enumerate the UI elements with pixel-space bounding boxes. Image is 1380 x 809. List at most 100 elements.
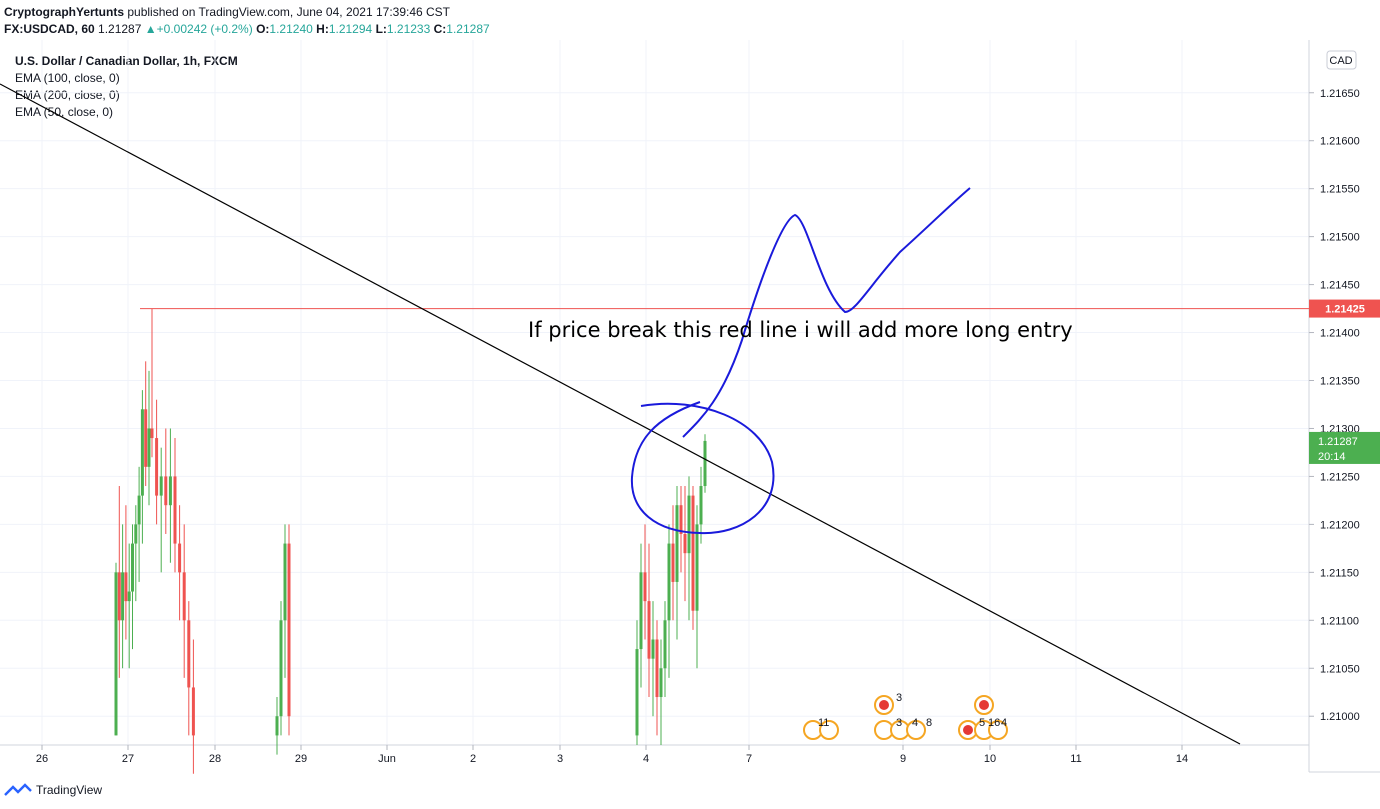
bar-countdown: 20:14 [1318,451,1346,463]
price-chart[interactable]: 1.21000 1.21050 1.21100 1.21150 1.21200 1.212… [0,0,1380,780]
candle-body [683,533,687,554]
last-value: 1.21287 [98,22,142,36]
candle-body [114,572,118,736]
event-markers[interactable]: 11 3 3 4 8 5 16 4 [803,692,1008,740]
x-tick-label: 14 [1176,753,1188,765]
event-count: 16 [988,717,1000,729]
resistance-price-tag [1309,299,1380,318]
projection-drawing[interactable] [682,187,971,438]
event-count: 4 [912,717,918,729]
y-tick-label: 1.21400 [1320,328,1360,340]
us-flag-icon[interactable] [988,720,1008,740]
candle-body [191,687,195,736]
event-count: 8 [926,717,932,729]
symbol-label: FX:USDCAD, 60 [4,22,95,36]
y-tick-label: 1.21100 [1320,615,1359,627]
us-flag-icon[interactable] [819,720,839,740]
x-tick-label: Jun [378,753,396,765]
circle-drawing[interactable] [630,401,775,535]
currency-badge[interactable] [1326,50,1357,70]
candle-body [655,639,659,698]
chart-title: U.S. Dollar / Canadian Dollar, 1h, FXCM [15,54,238,68]
candle-body [675,505,679,582]
low-value: 1.21233 [386,22,431,36]
high-value: 1.21294 [328,22,373,36]
candle-body [283,543,287,621]
event-count: 5 [979,717,985,729]
y-tick-label: 1.21050 [1320,663,1360,675]
y-tick-label: 1.21000 [1320,711,1360,723]
y-tick-label: 1.21550 [1320,184,1360,196]
x-tick-label: 26 [36,753,48,765]
x-tick-label: 29 [295,753,307,765]
candle-body [147,428,151,467]
resistance-price-text: 1.21425 [1325,304,1365,316]
trend-line[interactable] [0,83,1241,745]
y-tick-label: 1.21650 [1320,88,1360,100]
candle-body [155,438,159,496]
candle-body [679,505,683,534]
event-count: 4 [1001,717,1007,729]
candle-body [178,543,182,573]
brand-name: TradingView [36,783,103,797]
y-tick-label: 1.21500 [1320,232,1360,244]
candle-body [639,572,643,650]
candle-body [647,601,651,659]
indicator-ema-200[interactable]: EMA (200, close, 0) [15,88,120,102]
y-tick-label: 1.21450 [1320,280,1360,292]
candle-body [275,716,279,736]
indicator-ema-100[interactable]: EMA (100, close, 0) [15,71,120,85]
candle-body [131,543,134,592]
x-tick-label: 3 [557,753,563,765]
x-tick-label: 11 [1070,753,1081,765]
candle-body [168,476,172,506]
last-price-text: 1.21287 [1318,436,1358,448]
candle-body [127,591,131,602]
candle-body [643,572,647,602]
candle-body [134,524,138,544]
tradingview-logo[interactable]: TradingView [4,783,102,797]
candle-body [182,572,186,621]
x-tick-label: 7 [746,753,752,765]
tradingview-icon [4,783,32,796]
candle-body [667,543,671,621]
event-count: 11 [818,717,829,729]
event-count: 3 [896,692,902,704]
candle-body [635,649,639,736]
annotation-text[interactable]: If price break this red line i will add … [528,318,1073,342]
close-value: 1.21287 [446,22,490,36]
candle-body [150,428,154,439]
candle-body [691,495,695,611]
x-tick-label: 4 [643,753,649,765]
candle-body [159,476,163,496]
author-name[interactable]: CryptographYertunts [4,5,125,19]
ohlc-bar: FX:USDCAD, 60 1.21287 ▲+0.00242 (+0.2%) … [4,22,490,36]
x-tick-label: 27 [122,753,134,765]
candle-body [671,543,675,582]
candle-body [659,668,663,698]
candle-body [140,409,144,496]
change-value: +0.00242 (+0.2%) [156,22,253,36]
open-value: 1.21240 [269,22,313,36]
candle-body [173,476,177,544]
y-tick-label: 1.21250 [1320,471,1360,483]
candle-body [164,476,168,506]
candle-body [279,620,283,717]
candle-body [699,486,703,525]
candle-body [695,524,699,611]
event-count: 3 [896,717,902,729]
x-tick-label: 2 [470,753,476,765]
up-arrow-icon: ▲ [144,22,157,36]
indicator-ema-50[interactable]: EMA (50, close, 0) [15,105,114,119]
candle-body [124,572,128,602]
x-tick-label: 10 [984,753,996,765]
candle-body [651,639,655,659]
x-tick-label: 28 [209,753,221,765]
us-flag-icon[interactable] [906,720,926,740]
candle-body [117,572,121,621]
candle-body [137,495,141,525]
y-tick-label: 1.21200 [1320,519,1360,531]
candle-body [187,620,191,688]
candle-body [703,440,707,487]
y-tick-label: 1.21600 [1320,136,1360,148]
